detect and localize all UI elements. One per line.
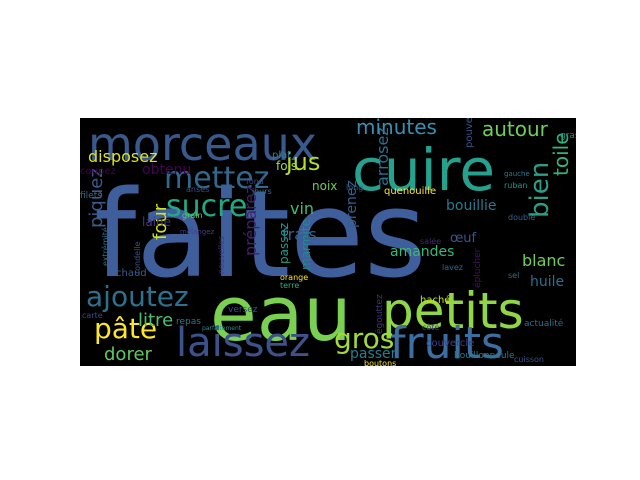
- word-cloud-word: mélangez: [180, 228, 215, 236]
- word-cloud-word: cuire: [352, 136, 495, 204]
- word-cloud-word: terre: [280, 281, 299, 290]
- word-cloud-word: sel: [508, 271, 519, 280]
- word-cloud-word: coupez: [80, 166, 116, 177]
- word-cloud-word: long: [346, 183, 363, 192]
- word-cloud-word: sucre: [166, 189, 247, 224]
- word-cloud-background: [80, 118, 576, 366]
- word-cloud-word: haché: [420, 294, 450, 306]
- word-cloud-word: petits: [382, 282, 524, 340]
- word-cloud-word: ajoutez: [86, 280, 189, 313]
- word-cloud-word: anses: [186, 185, 209, 194]
- word-cloud-word: laissez: [176, 320, 310, 366]
- word-cloud-word: actualité: [524, 318, 564, 329]
- word-cloud-word: marmite: [299, 219, 313, 270]
- word-cloud-word: disposez: [88, 147, 157, 166]
- word-cloud-word: cuisson: [514, 355, 544, 364]
- word-cloud-word: extrémité: [100, 227, 110, 266]
- word-cloud-word: huile: [530, 274, 564, 290]
- word-cloud-word: rondelle: [133, 241, 142, 274]
- word-cloud-word: pâte: [94, 312, 157, 345]
- word-cloud-word: laine: [142, 215, 171, 229]
- word-cloud-word: bien: [525, 162, 555, 218]
- word-cloud-word: gauche: [504, 170, 530, 178]
- word-cloud-word: plat: [272, 150, 291, 161]
- word-cloud-word: double: [508, 213, 535, 222]
- word-cloud-word: œuf: [450, 231, 477, 246]
- word-cloud-word: ruban: [504, 181, 527, 190]
- word-cloud-word: amandes: [390, 244, 454, 260]
- word-cloud-word: préparez: [241, 185, 260, 256]
- word-cloud-word: boutons: [364, 359, 396, 366]
- word-cloud-word: couvercle: [426, 338, 474, 349]
- word-cloud-word: dorer: [104, 344, 153, 365]
- word-cloud-word: obtenu: [142, 162, 191, 178]
- word-cloud-word: blanc: [522, 251, 565, 270]
- word-cloud-word: orange: [280, 273, 308, 282]
- word-cloud-word: toile: [549, 133, 573, 177]
- word-cloud-word: jus: [285, 148, 320, 176]
- word-cloud-word: côté: [422, 322, 439, 332]
- word-cloud-word: arrosez: [373, 127, 392, 186]
- word-cloud-word: fois: [276, 159, 297, 173]
- word-cloud-word: vin: [290, 199, 314, 218]
- word-cloud-word: bouillonnoule: [454, 351, 515, 361]
- word-cloud-word: litre: [138, 310, 173, 331]
- word-cloud-word: passer: [350, 346, 397, 362]
- word-cloud-word: morceaux: [88, 118, 317, 171]
- word-cloud-word: fond: [246, 177, 264, 186]
- word-cloud-word: noix: [312, 179, 337, 193]
- word-cloud-word: repas: [176, 317, 201, 327]
- word-cloud-word: carte: [82, 311, 103, 320]
- word-cloud-word: filets: [80, 191, 102, 201]
- word-cloud-word: fruits: [390, 318, 504, 366]
- word-cloud-word: passez: [277, 223, 291, 264]
- word-cloud-word: salée: [420, 236, 441, 246]
- word-cloud-word: faites: [94, 166, 427, 305]
- word-cloud-word: four: [150, 203, 171, 240]
- word-cloud-word: piquez: [86, 168, 107, 228]
- word-cloud-word: quenouille: [384, 186, 436, 197]
- word-cloud-word: éplucher: [472, 248, 483, 288]
- word-cloud-word: égouttez: [374, 294, 385, 334]
- word-cloud-word: jours: [251, 187, 272, 196]
- word-cloud-word: frais: [282, 225, 317, 244]
- word-cloud-word: eau: [210, 269, 352, 358]
- word-cloud-word: grain: [182, 211, 203, 220]
- word-cloud-word: chaud: [116, 268, 147, 279]
- word-cloud-word: autour: [482, 118, 549, 141]
- word-cloud-word: parfaitement: [202, 325, 242, 332]
- word-cloud-word: bouillie: [446, 198, 497, 214]
- word-cloud-word: mettez: [164, 161, 269, 196]
- word-cloud-word: nouvelles: [217, 236, 226, 274]
- word-cloud-word: prenez: [344, 180, 360, 228]
- word-cloud-word: pouvez: [464, 118, 475, 148]
- word-cloud-word: versez: [228, 305, 258, 315]
- word-cloud-word: lavez: [442, 263, 463, 272]
- word-cloud-word: minutes: [356, 118, 437, 139]
- word-cloud-word: gros: [334, 322, 394, 355]
